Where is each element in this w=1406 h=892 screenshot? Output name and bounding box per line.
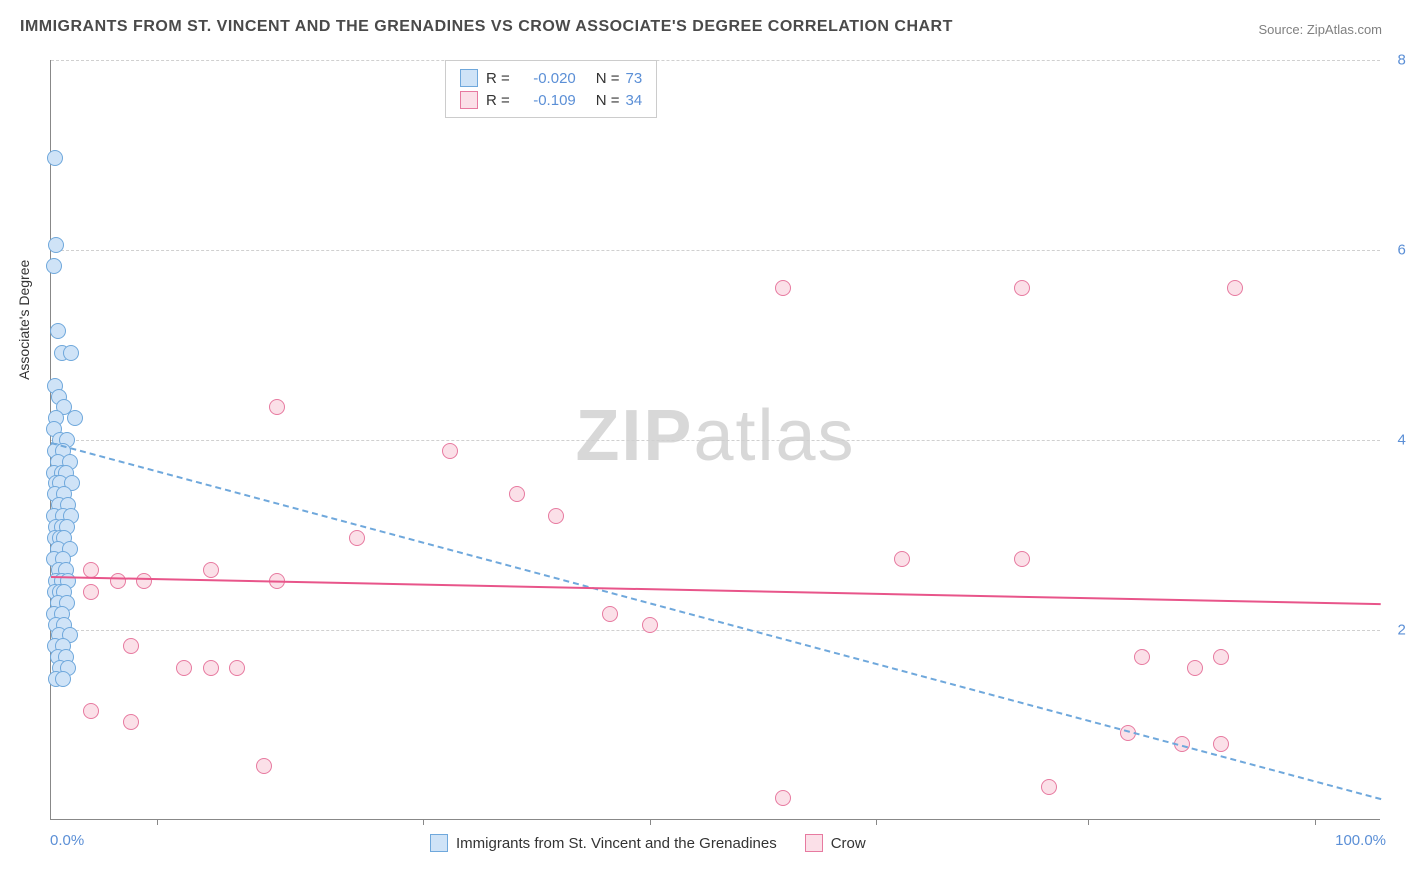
data-point-svg	[47, 150, 63, 166]
data-point-crow	[229, 660, 245, 676]
y-tick-label: 45.0%	[1397, 432, 1406, 449]
legend-stats-row: R =-0.109N =34	[460, 89, 642, 111]
data-point-crow	[349, 530, 365, 546]
chart-title: IMMIGRANTS FROM ST. VINCENT AND THE GREN…	[20, 18, 953, 36]
legend-series-item: Immigrants from St. Vincent and the Gren…	[430, 834, 777, 852]
legend-swatch	[460, 69, 478, 87]
y-axis-label: Associate's Degree	[16, 260, 32, 380]
data-point-crow	[1041, 779, 1057, 795]
data-point-crow	[83, 584, 99, 600]
data-point-svg	[48, 237, 64, 253]
plot-area: ZIPatlas 27.5%45.0%62.5%80.0%	[50, 60, 1380, 820]
legend-series-item: Crow	[805, 834, 866, 852]
data-point-crow	[1227, 280, 1243, 296]
data-point-svg	[63, 345, 79, 361]
data-point-crow	[642, 617, 658, 633]
data-point-crow	[1014, 280, 1030, 296]
watermark-atlas: atlas	[693, 395, 855, 475]
data-point-crow	[509, 486, 525, 502]
data-point-crow	[548, 508, 564, 524]
data-point-crow	[602, 606, 618, 622]
legend-series-label: Immigrants from St. Vincent and the Gren…	[456, 835, 777, 852]
legend-stats-text: R =-0.109N =34	[486, 92, 642, 109]
x-tick	[423, 819, 424, 825]
legend-stats-row: R =-0.020N =73	[460, 67, 642, 89]
data-point-crow	[176, 660, 192, 676]
legend-stats: R =-0.020N =73 R =-0.109N =34	[445, 60, 657, 118]
trend-line-svg	[51, 442, 1382, 800]
legend-series: Immigrants from St. Vincent and the Gren…	[430, 834, 866, 852]
trend-line-crow	[51, 576, 1381, 605]
x-tick	[1315, 819, 1316, 825]
data-point-crow	[775, 790, 791, 806]
data-point-crow	[123, 714, 139, 730]
gridline	[51, 250, 1380, 251]
watermark: ZIPatlas	[575, 394, 855, 476]
gridline	[51, 440, 1380, 441]
x-tick	[876, 819, 877, 825]
source-label: Source: ZipAtlas.com	[1258, 22, 1382, 37]
x-axis-min-label: 0.0%	[50, 832, 84, 849]
data-point-crow	[442, 443, 458, 459]
data-point-crow	[1014, 551, 1030, 567]
data-point-svg	[46, 258, 62, 274]
y-tick-label: 27.5%	[1397, 622, 1406, 639]
data-point-crow	[123, 638, 139, 654]
y-tick-label: 80.0%	[1397, 52, 1406, 69]
legend-swatch	[430, 834, 448, 852]
legend-stats-text: R =-0.020N =73	[486, 70, 642, 87]
legend-swatch	[460, 91, 478, 109]
data-point-svg	[55, 671, 71, 687]
legend-swatch	[805, 834, 823, 852]
x-axis-max-label: 100.0%	[1335, 832, 1386, 849]
data-point-svg	[67, 410, 83, 426]
data-point-crow	[894, 551, 910, 567]
data-point-crow	[256, 758, 272, 774]
gridline	[51, 630, 1380, 631]
data-point-crow	[1213, 649, 1229, 665]
watermark-zip: ZIP	[575, 395, 693, 475]
data-point-crow	[83, 703, 99, 719]
x-tick	[650, 819, 651, 825]
data-point-crow	[203, 562, 219, 578]
x-tick	[1088, 819, 1089, 825]
data-point-crow	[110, 573, 126, 589]
data-point-crow	[1187, 660, 1203, 676]
data-point-crow	[136, 573, 152, 589]
legend-series-label: Crow	[831, 835, 866, 852]
gridline	[51, 60, 1380, 61]
data-point-svg	[50, 323, 66, 339]
data-point-crow	[269, 399, 285, 415]
data-point-crow	[1134, 649, 1150, 665]
data-point-crow	[203, 660, 219, 676]
x-tick	[157, 819, 158, 825]
data-point-crow	[775, 280, 791, 296]
y-tick-label: 62.5%	[1397, 242, 1406, 259]
data-point-crow	[1213, 736, 1229, 752]
